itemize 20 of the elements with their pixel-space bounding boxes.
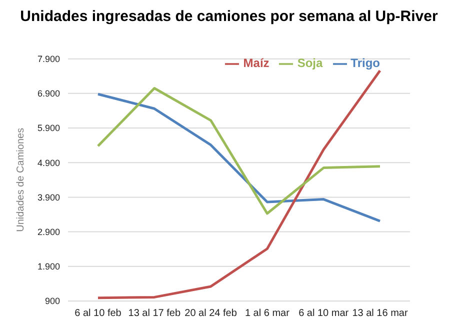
y-tick-label: 900: [44, 296, 60, 306]
y-tick-label: 1.900: [37, 262, 60, 272]
y-tick-label: 2.900: [37, 227, 60, 238]
legend-label: Trigo: [350, 56, 380, 70]
x-tick-label: 6 al 10 feb: [74, 308, 122, 320]
legend-label: Soja: [297, 56, 323, 70]
x-tick-label: 13 al 16 mar: [352, 308, 408, 320]
y-tick-label: 7.900: [37, 54, 60, 64]
x-tick-label: 1 al 6 mar: [244, 308, 290, 320]
x-tick-label: 6 al 10 mar: [298, 308, 350, 320]
legend-label: Maíz: [243, 56, 270, 70]
x-tick-label: 13 al 17 feb: [128, 308, 181, 320]
y-axis-title: Unidades de Camiones: [16, 128, 27, 232]
y-tick-label: 5.900: [37, 123, 60, 134]
y-tick-label: 3.900: [37, 192, 60, 202]
x-tick-label: 20 al 24 feb: [184, 308, 238, 320]
y-tick-label: 4.900: [37, 158, 60, 168]
y-tick-label: 6.900: [37, 88, 60, 99]
chart-title: Unidades ingresadas de camiones por semana al Up-River: [19, 8, 439, 27]
line-series: [96, 69, 382, 300]
